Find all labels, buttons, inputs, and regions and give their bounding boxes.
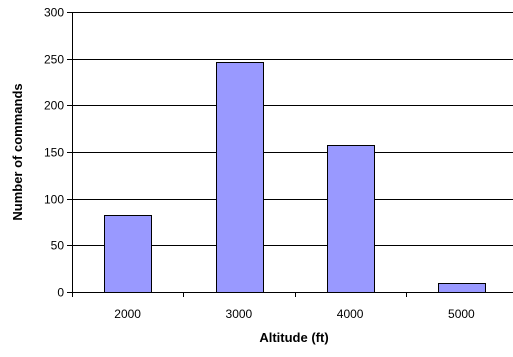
x-tick-label: 3000 xyxy=(226,307,253,321)
x-tick-label: 5000 xyxy=(448,307,475,321)
axes xyxy=(67,12,513,297)
y-tick-label: 250 xyxy=(44,53,64,67)
gridlines xyxy=(72,12,513,246)
y-tick-labels: 0 50 100 150 200 250 300 xyxy=(44,6,64,300)
y-tick-label: 200 xyxy=(44,99,64,113)
y-tick-label: 0 xyxy=(57,286,64,300)
x-tick-label: 2000 xyxy=(114,307,141,321)
x-tick-labels: 2000 3000 4000 5000 xyxy=(114,307,475,321)
y-tick-label: 50 xyxy=(51,239,65,253)
x-axis-label: Altitude (ft) xyxy=(259,330,328,345)
y-axis-label: Number of commands xyxy=(10,83,25,220)
bar-4000 xyxy=(327,145,375,293)
bar-3000 xyxy=(216,62,264,293)
bars xyxy=(104,62,486,293)
x-tick-label: 4000 xyxy=(337,307,364,321)
y-tick-label: 300 xyxy=(44,6,64,20)
y-tick-label: 150 xyxy=(44,146,64,160)
y-tick-label: 100 xyxy=(44,193,64,207)
bar-5000 xyxy=(438,283,486,293)
bar-2000 xyxy=(104,215,152,293)
